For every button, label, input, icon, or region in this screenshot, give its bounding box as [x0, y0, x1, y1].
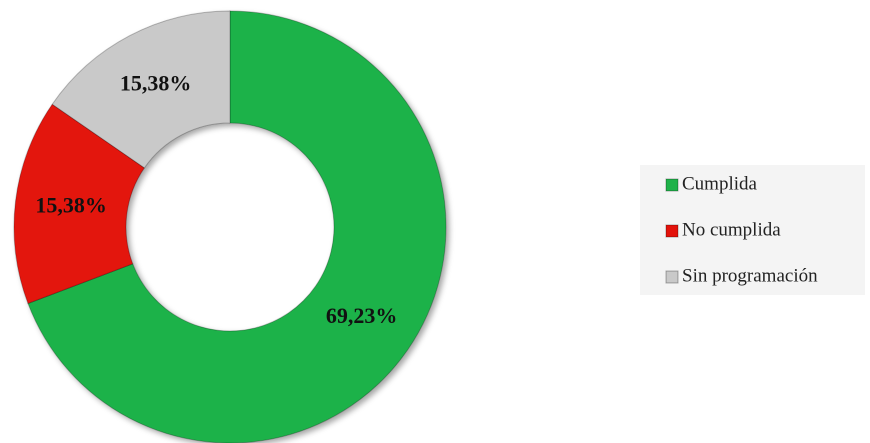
- data-label: 69,23%: [326, 303, 398, 328]
- donut-segment: [51, 10, 231, 169]
- legend-label: Sin programación: [682, 265, 818, 286]
- data-label: 15,38%: [120, 70, 192, 95]
- legend-marker: [665, 178, 679, 192]
- legend-marker: [665, 224, 679, 238]
- donut-segment: [27, 10, 447, 443]
- legend-label: Cumplida: [682, 173, 758, 194]
- legend-marker: [665, 270, 679, 284]
- donut: [13, 10, 447, 443]
- donut-segment: [13, 103, 146, 305]
- data-label: 15,38%: [35, 193, 107, 218]
- legend-label: No cumplida: [682, 219, 781, 240]
